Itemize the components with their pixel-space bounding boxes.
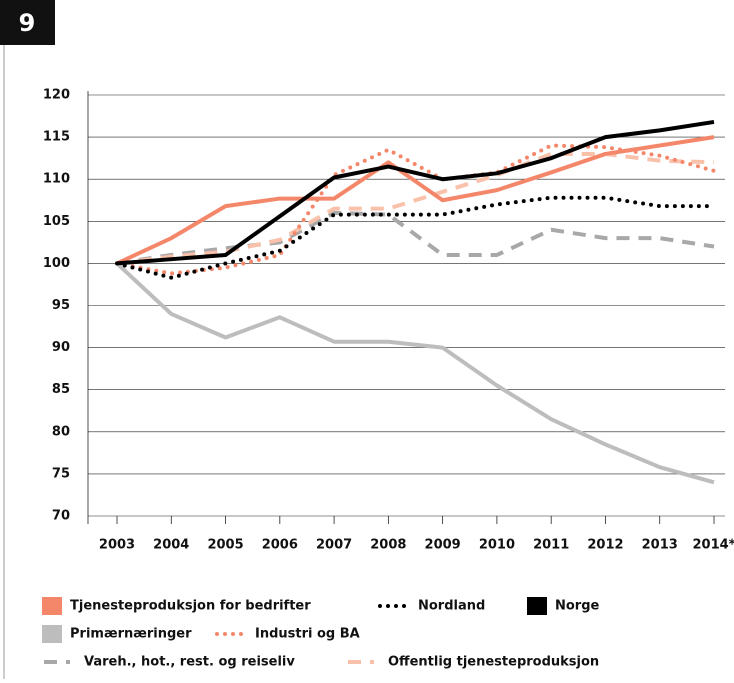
y-tick-label: 75 — [52, 466, 70, 481]
legend-label: Primærnæringer — [70, 627, 192, 642]
y-tick-label: 70 — [52, 509, 70, 524]
legend-label: Vareh., hot., rest. og reiseliv — [84, 655, 295, 670]
series-line — [116, 135, 715, 266]
y-tick-label: 120 — [43, 88, 70, 103]
x-tick-label: 2010 — [479, 538, 515, 553]
x-tick-label: 2013 — [642, 538, 678, 553]
badge-number: 9 — [19, 9, 36, 37]
x-tick-label: 2008 — [370, 538, 406, 553]
legend-swatch — [42, 597, 62, 615]
x-tick-label: 2007 — [316, 538, 352, 553]
y-tick-label: 85 — [52, 382, 70, 397]
y-tick-label: 80 — [52, 424, 70, 439]
series-line — [115, 261, 715, 485]
y-tick-label: 105 — [43, 214, 70, 229]
y-tick-label: 115 — [43, 130, 70, 145]
x-tick-label: 2006 — [262, 538, 298, 553]
series-line — [115, 143, 716, 276]
x-tick-label: 2014* — [693, 538, 734, 553]
x-tick-label: 2012 — [587, 538, 623, 553]
series-line — [115, 195, 716, 280]
legend-label: Industri og BA — [255, 627, 360, 642]
series-line — [116, 151, 715, 266]
legend-label: Offentlig tjenesteproduksjon — [388, 655, 599, 670]
legend-label: Norge — [555, 599, 600, 614]
y-tick-label: 95 — [52, 298, 70, 313]
series-line — [116, 119, 715, 266]
y-tick-label: 90 — [52, 340, 70, 355]
x-tick-label: 2011 — [533, 538, 569, 553]
x-tick-label: 2004 — [153, 538, 189, 553]
y-tick-label: 110 — [43, 172, 70, 187]
legend-label: Tjenesteproduksjon for bedrifter — [70, 599, 311, 614]
legend-label: Nordland — [418, 599, 485, 614]
x-tick-label: 2009 — [425, 538, 461, 553]
legend-swatch — [527, 597, 547, 615]
legend-swatch — [42, 625, 62, 643]
badge — [0, 0, 55, 45]
y-tick-label: 100 — [43, 256, 70, 271]
x-tick-label: 2005 — [207, 538, 243, 553]
series-line — [116, 210, 715, 266]
x-tick-label: 2003 — [99, 538, 135, 553]
